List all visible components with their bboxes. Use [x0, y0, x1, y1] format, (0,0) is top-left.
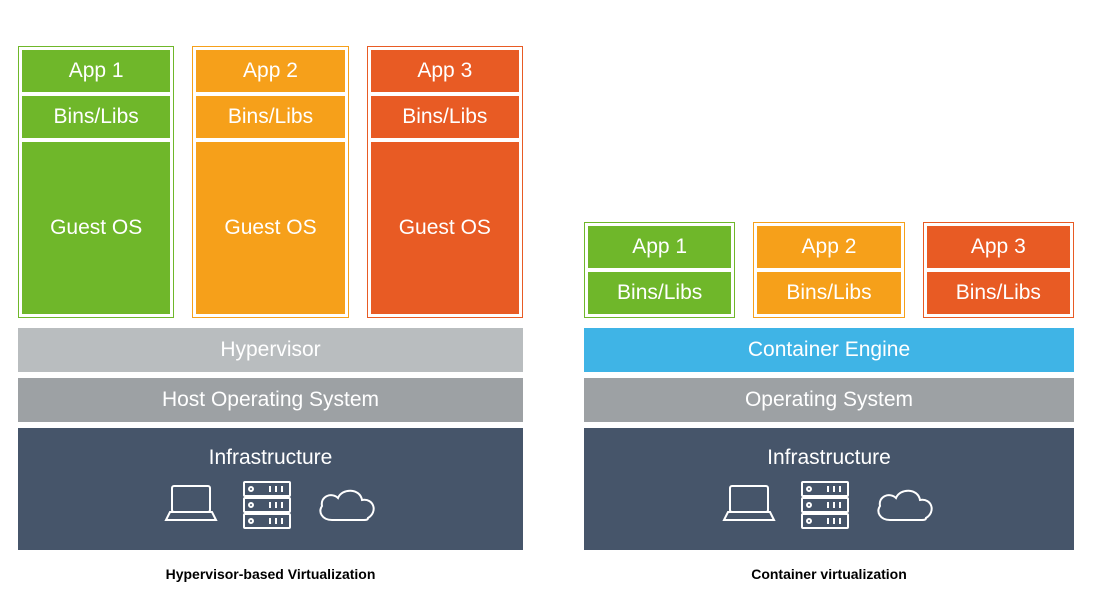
- container-columns-row: App 1 Bins/Libs App 2 Bins/Libs App 3 Bi…: [584, 222, 1074, 318]
- layer-label: Infrastructure: [209, 446, 333, 470]
- cloud-icon: [870, 482, 940, 528]
- bins-libs-box: Bins/Libs: [757, 272, 900, 314]
- container-column-1: App 1 Bins/Libs: [584, 222, 735, 318]
- app-box: App 1: [22, 50, 170, 92]
- vm-column-3: App 3 Bins/Libs Guest OS: [367, 46, 523, 318]
- bins-libs-box: Bins/Libs: [196, 96, 344, 138]
- bins-libs-box: Bins/Libs: [22, 96, 170, 138]
- guest-os-box: Guest OS: [371, 142, 519, 314]
- layer-label: Host Operating System: [162, 388, 379, 412]
- app-box: App 2: [196, 50, 344, 92]
- hypervisor-stack: App 1 Bins/Libs Guest OS App 2 Bins/Libs…: [18, 46, 523, 582]
- container-stack: App 1 Bins/Libs App 2 Bins/Libs App 3 Bi…: [584, 222, 1074, 582]
- infrastructure-icons: [160, 478, 382, 532]
- server-icon: [798, 478, 852, 532]
- infrastructure-layer: Infrastructure: [584, 428, 1074, 550]
- layer-label: Hypervisor: [220, 338, 320, 362]
- app-box: App 3: [927, 226, 1070, 268]
- layer-label: Container Engine: [748, 338, 910, 362]
- host-os-layer: Host Operating System: [18, 378, 523, 422]
- guest-os-box: Guest OS: [22, 142, 170, 314]
- app-box: App 3: [371, 50, 519, 92]
- infrastructure-layer: Infrastructure: [18, 428, 523, 550]
- vm-columns-row: App 1 Bins/Libs Guest OS App 2 Bins/Libs…: [18, 46, 523, 318]
- guest-os-box: Guest OS: [196, 142, 344, 314]
- container-engine-layer: Container Engine: [584, 328, 1074, 372]
- cloud-icon: [312, 482, 382, 528]
- laptop-icon: [160, 482, 222, 528]
- layer-label: Infrastructure: [767, 446, 891, 470]
- infrastructure-icons: [718, 478, 940, 532]
- app-box: App 2: [757, 226, 900, 268]
- container-column-3: App 3 Bins/Libs: [923, 222, 1074, 318]
- app-box: App 1: [588, 226, 731, 268]
- bins-libs-box: Bins/Libs: [588, 272, 731, 314]
- hypervisor-layer: Hypervisor: [18, 328, 523, 372]
- bins-libs-box: Bins/Libs: [371, 96, 519, 138]
- laptop-icon: [718, 482, 780, 528]
- container-column-2: App 2 Bins/Libs: [753, 222, 904, 318]
- vm-column-2: App 2 Bins/Libs Guest OS: [192, 46, 348, 318]
- server-icon: [240, 478, 294, 532]
- stack-caption: Hypervisor-based Virtualization: [18, 566, 523, 582]
- os-layer: Operating System: [584, 378, 1074, 422]
- layer-label: Operating System: [745, 388, 913, 412]
- vm-column-1: App 1 Bins/Libs Guest OS: [18, 46, 174, 318]
- bins-libs-box: Bins/Libs: [927, 272, 1070, 314]
- stack-caption: Container virtualization: [584, 566, 1074, 582]
